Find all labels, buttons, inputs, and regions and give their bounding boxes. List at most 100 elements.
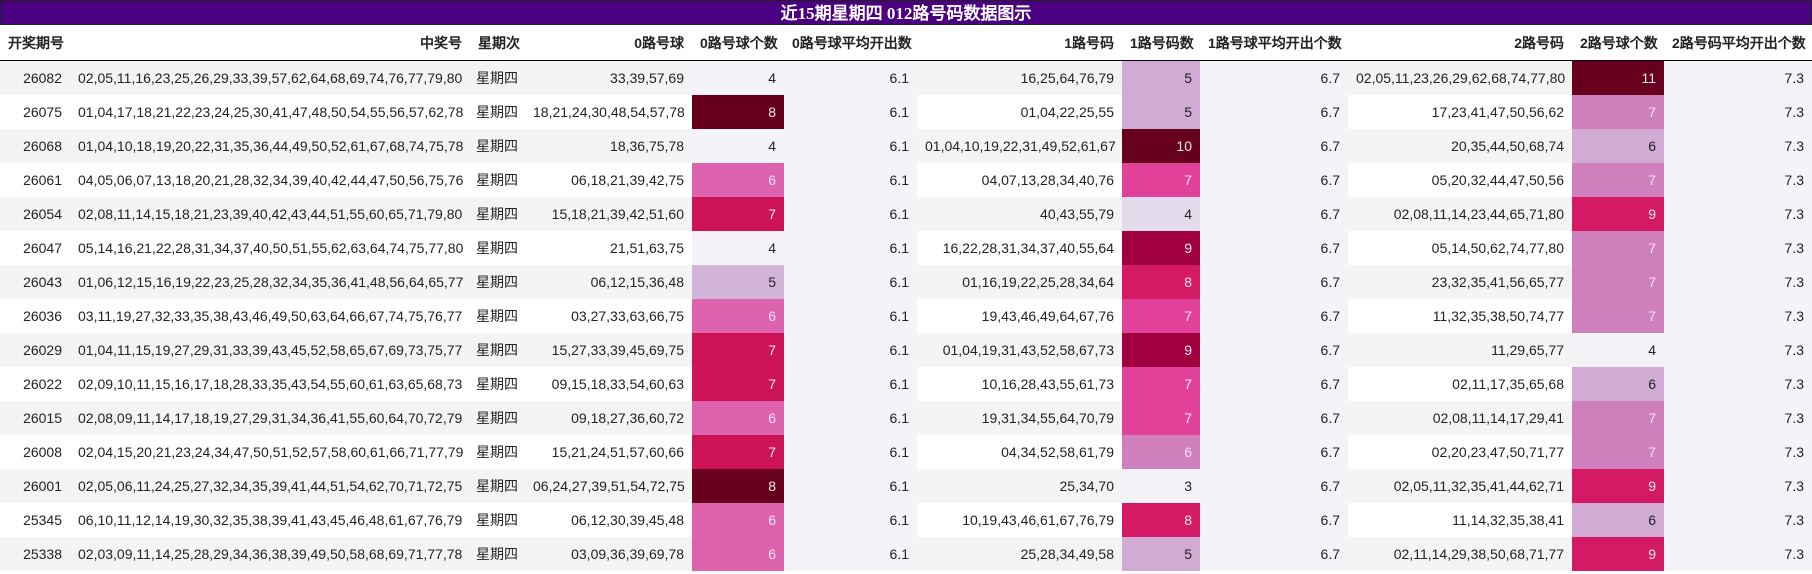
header-issue[interactable]: 开奖期号	[0, 25, 70, 61]
r2-count-cell: 9	[1572, 197, 1664, 231]
weekday-cell: 星期四	[470, 401, 525, 435]
r2-numbers-cell: 02,05,11,32,35,41,44,62,71	[1348, 469, 1572, 503]
r0-count-cell: 4	[692, 60, 784, 95]
winning-numbers-cell: 04,05,06,07,13,18,20,21,28,32,34,39,40,4…	[70, 163, 470, 197]
r2-average-cell: 7.3	[1664, 163, 1812, 197]
r0-numbers-cell: 06,12,15,36,48	[525, 265, 692, 299]
r2-numbers-cell: 11,29,65,77	[1348, 333, 1572, 367]
r0-count-cell: 6	[692, 163, 784, 197]
r2-count-cell: 6	[1572, 129, 1664, 163]
r2-average-cell: 7.3	[1664, 231, 1812, 265]
r1-average-cell: 6.7	[1200, 333, 1348, 367]
table-row: 26054 02,08,11,14,15,18,21,23,39,40,42,43…	[0, 197, 1812, 231]
r1-count-cell: 10	[1122, 129, 1200, 163]
r2-count-cell: 7	[1572, 231, 1664, 265]
table-row: 26075 01,04,17,18,21,22,23,24,25,30,41,47…	[0, 95, 1812, 129]
r2-count-cell: 11	[1572, 60, 1664, 95]
issue-cell: 26015	[0, 401, 70, 435]
weekday-cell: 星期四	[470, 367, 525, 401]
r0-count-cell: 5	[692, 265, 784, 299]
r1-numbers-cell: 01,04,22,25,55	[917, 95, 1122, 129]
r2-numbers-cell: 02,08,11,14,17,29,41	[1348, 401, 1572, 435]
r2-numbers-cell: 02,05,11,23,26,29,62,68,74,77,80	[1348, 60, 1572, 95]
r2-numbers-cell: 11,14,32,35,38,41	[1348, 503, 1572, 537]
r0-count-cell: 7	[692, 333, 784, 367]
r1-average-cell: 6.7	[1200, 401, 1348, 435]
r0-numbers-cell: 21,51,63,75	[525, 231, 692, 265]
r1-average-cell: 6.7	[1200, 537, 1348, 571]
header-r1-numbers[interactable]: 1路号码	[917, 25, 1122, 61]
header-numbers[interactable]: 中奖号	[70, 25, 470, 61]
header-r1-average[interactable]: 1路号球平均开出个数	[1200, 25, 1348, 61]
header-r0-average[interactable]: 0路号球平均开出数	[784, 25, 917, 61]
r2-numbers-cell: 05,14,50,62,74,77,80	[1348, 231, 1572, 265]
header-r2-average[interactable]: 2路号码平均开出个数	[1664, 25, 1812, 61]
table-row: 26043 01,06,12,15,16,19,22,23,25,28,32,34…	[0, 265, 1812, 299]
weekday-cell: 星期四	[470, 163, 525, 197]
r1-average-cell: 6.7	[1200, 299, 1348, 333]
r0-count-cell: 6	[692, 401, 784, 435]
issue-cell: 26029	[0, 333, 70, 367]
issue-cell: 25338	[0, 537, 70, 571]
r0-average-cell: 6.1	[784, 231, 917, 265]
weekday-cell: 星期四	[470, 469, 525, 503]
issue-cell: 26061	[0, 163, 70, 197]
weekday-cell: 星期四	[470, 95, 525, 129]
table-row: 25338 02,03,09,11,14,25,28,29,34,36,38,39…	[0, 537, 1812, 571]
r0-count-cell: 8	[692, 469, 784, 503]
r0-numbers-cell: 33,39,57,69	[525, 60, 692, 95]
header-r0-numbers[interactable]: 0路号球	[525, 25, 692, 61]
r1-numbers-cell: 25,28,34,49,58	[917, 537, 1122, 571]
winning-numbers-cell: 05,14,16,21,22,28,31,34,37,40,50,51,55,6…	[70, 231, 470, 265]
r1-average-cell: 6.7	[1200, 469, 1348, 503]
r1-average-cell: 6.7	[1200, 231, 1348, 265]
r2-numbers-cell: 02,20,23,47,50,71,77	[1348, 435, 1572, 469]
header-weekday[interactable]: 星期次	[470, 25, 525, 61]
r0-count-cell: 6	[692, 299, 784, 333]
issue-cell: 26036	[0, 299, 70, 333]
r0-average-cell: 6.1	[784, 435, 917, 469]
header-r2-count[interactable]: 2路号球个数	[1572, 25, 1664, 61]
r0-numbers-cell: 15,27,33,39,45,69,75	[525, 333, 692, 367]
r0-numbers-cell: 09,18,27,36,60,72	[525, 401, 692, 435]
r1-count-cell: 7	[1122, 163, 1200, 197]
table-row: 26036 03,11,19,27,32,33,35,38,43,46,49,50…	[0, 299, 1812, 333]
r1-numbers-cell: 16,22,28,31,34,37,40,55,64	[917, 231, 1122, 265]
r2-average-cell: 7.3	[1664, 503, 1812, 537]
r1-numbers-cell: 04,07,13,28,34,40,76	[917, 163, 1122, 197]
r1-count-cell: 8	[1122, 265, 1200, 299]
header-r2-numbers[interactable]: 2路号码	[1348, 25, 1572, 61]
table-row: 26029 01,04,11,15,19,27,29,31,33,39,43,45…	[0, 333, 1812, 367]
r0-numbers-cell: 03,27,33,63,66,75	[525, 299, 692, 333]
issue-cell: 26054	[0, 197, 70, 231]
r0-count-cell: 7	[692, 435, 784, 469]
weekday-cell: 星期四	[470, 129, 525, 163]
header-r1-count[interactable]: 1路号码数	[1122, 25, 1200, 61]
r1-count-cell: 3	[1122, 469, 1200, 503]
weekday-cell: 星期四	[470, 435, 525, 469]
winning-numbers-cell: 02,03,09,11,14,25,28,29,34,36,38,39,49,5…	[70, 537, 470, 571]
issue-cell: 25345	[0, 503, 70, 537]
r0-average-cell: 6.1	[784, 367, 917, 401]
r1-numbers-cell: 19,43,46,49,64,67,76	[917, 299, 1122, 333]
r1-count-cell: 9	[1122, 231, 1200, 265]
r1-average-cell: 6.7	[1200, 435, 1348, 469]
r2-average-cell: 7.3	[1664, 401, 1812, 435]
r2-numbers-cell: 11,32,35,38,50,74,77	[1348, 299, 1572, 333]
r1-average-cell: 6.7	[1200, 367, 1348, 401]
r0-count-cell: 7	[692, 367, 784, 401]
r0-average-cell: 6.1	[784, 163, 917, 197]
winning-numbers-cell: 06,10,11,12,14,19,30,32,35,38,39,41,43,4…	[70, 503, 470, 537]
r0-numbers-cell: 18,36,75,78	[525, 129, 692, 163]
weekday-cell: 星期四	[470, 333, 525, 367]
r0-numbers-cell: 09,15,18,33,54,60,63	[525, 367, 692, 401]
r1-numbers-cell: 40,43,55,79	[917, 197, 1122, 231]
weekday-cell: 星期四	[470, 197, 525, 231]
header-r0-count[interactable]: 0路号球个数	[692, 25, 784, 61]
r1-numbers-cell: 19,31,34,55,64,70,79	[917, 401, 1122, 435]
table-row: 26015 02,08,09,11,14,17,18,19,27,29,31,34…	[0, 401, 1812, 435]
r1-count-cell: 4	[1122, 197, 1200, 231]
r2-count-cell: 6	[1572, 503, 1664, 537]
r1-count-cell: 6	[1122, 435, 1200, 469]
issue-cell: 26075	[0, 95, 70, 129]
